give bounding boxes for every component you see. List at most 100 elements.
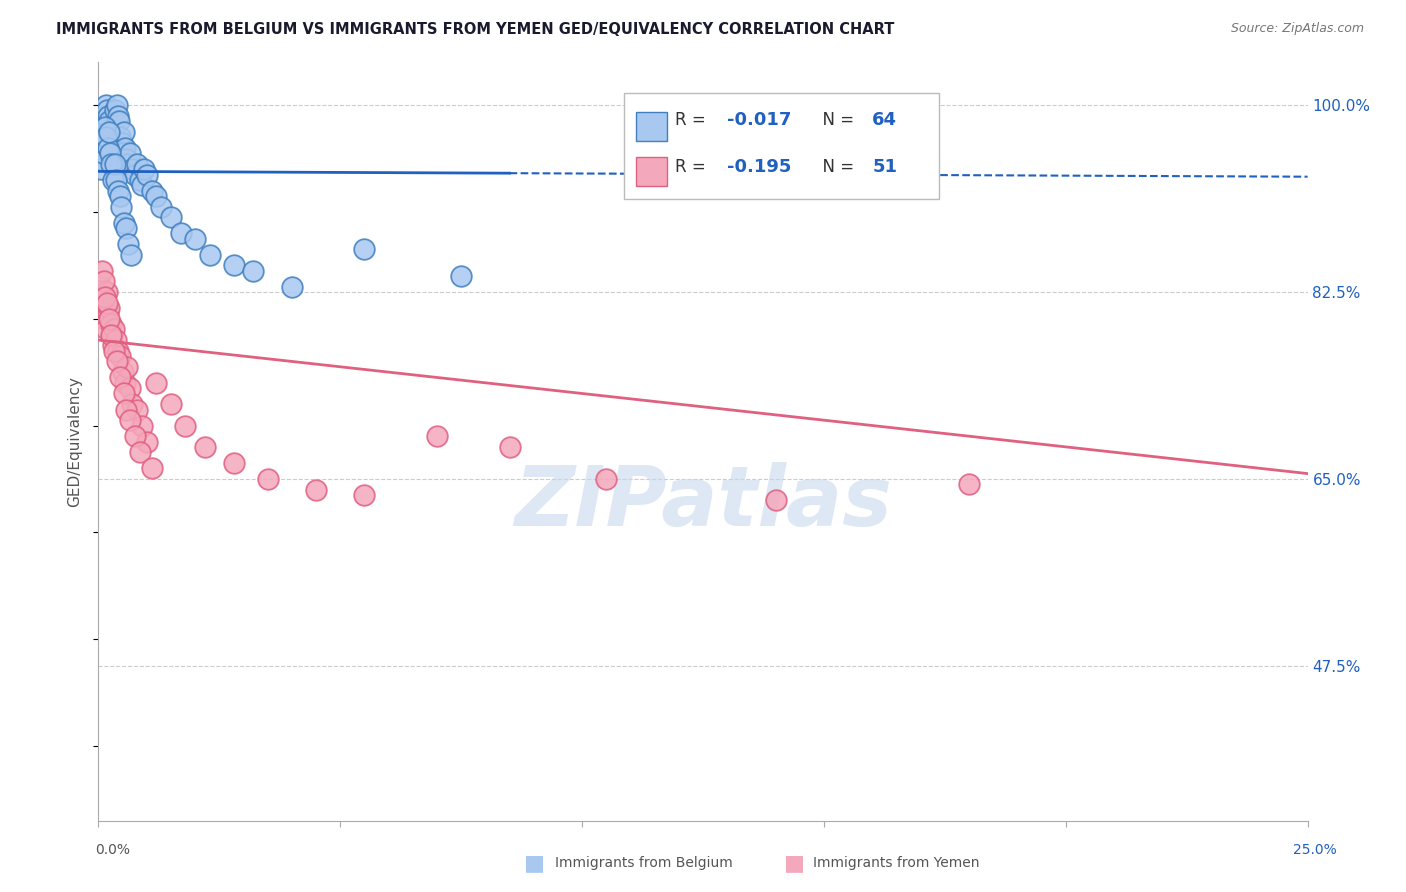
Point [150, 200, 173, 214]
Point [117, 237, 139, 252]
Point [100, 125, 122, 139]
Point [93, 109, 115, 123]
Text: IMMIGRANTS FROM BELGIUM VS IMMIGRANTS FROM YEMEN GED/EQUIVALENCY CORRELATION CHA: IMMIGRANTS FROM BELGIUM VS IMMIGRANTS FR… [56, 22, 894, 37]
Text: Immigrants from Belgium: Immigrants from Belgium [555, 856, 733, 871]
Point [128, 445, 150, 459]
Point [94, 120, 117, 134]
Point [118, 413, 141, 427]
Bar [637, 112, 666, 141]
Point [184, 232, 207, 246]
Point [101, 338, 124, 352]
Point [135, 168, 157, 182]
Bar [637, 157, 666, 186]
Point [124, 168, 146, 182]
Point [90, 279, 112, 293]
Text: N =: N = [811, 112, 859, 129]
Point [98, 146, 121, 161]
Text: R =: R = [675, 112, 711, 129]
Point [97, 109, 120, 123]
Point [94, 322, 117, 336]
Point [104, 157, 127, 171]
Text: Immigrants from Yemen: Immigrants from Yemen [813, 856, 979, 871]
Point [131, 178, 153, 193]
Point [134, 162, 156, 177]
Point [353, 243, 375, 257]
Point [101, 327, 124, 342]
Point [96, 130, 118, 145]
Point [117, 157, 139, 171]
Point [450, 268, 472, 283]
Point [98, 301, 121, 315]
Point [103, 343, 125, 358]
Point [118, 381, 141, 395]
Point [96, 295, 118, 310]
Point [115, 402, 138, 417]
Text: -0.195: -0.195 [727, 158, 792, 176]
Point [174, 418, 197, 433]
Point [90, 152, 112, 166]
Point [93, 311, 115, 326]
Text: 64: 64 [872, 112, 897, 129]
Point [97, 125, 120, 139]
Point [128, 173, 150, 187]
Point [100, 327, 122, 342]
Point [120, 247, 142, 261]
Point [103, 322, 125, 336]
Point [127, 157, 149, 171]
Point [115, 152, 138, 166]
Text: ■: ■ [524, 854, 544, 873]
Point [222, 456, 245, 470]
Text: 0.0%: 0.0% [96, 843, 129, 857]
Point [97, 141, 120, 155]
Text: ■: ■ [785, 854, 804, 873]
Point [105, 333, 128, 347]
Point [160, 211, 183, 225]
Point [107, 109, 129, 123]
Point [198, 247, 221, 261]
Point [957, 477, 980, 491]
Point [118, 146, 141, 161]
Point [110, 200, 132, 214]
Point [256, 472, 278, 486]
Text: ZIPatlas: ZIPatlas [515, 462, 891, 542]
Point [111, 146, 134, 161]
Point [93, 274, 115, 288]
Point [112, 386, 135, 401]
Point [353, 488, 375, 502]
Point [91, 290, 114, 304]
Point [194, 440, 217, 454]
Point [498, 440, 520, 454]
Point [103, 120, 125, 134]
Point [93, 114, 115, 128]
Point [145, 376, 167, 390]
Point [91, 136, 114, 150]
Point [124, 429, 146, 443]
Point [145, 189, 167, 203]
Point [281, 279, 304, 293]
Point [96, 120, 118, 134]
Point [117, 359, 139, 374]
Point [222, 258, 245, 272]
Point [112, 216, 135, 230]
Point [96, 103, 118, 118]
Point [107, 343, 129, 358]
Point [111, 365, 134, 379]
Point [141, 184, 163, 198]
Text: 25.0%: 25.0% [1292, 843, 1337, 857]
Point [107, 184, 129, 198]
Point [112, 125, 135, 139]
Point [108, 189, 131, 203]
Point [114, 141, 136, 155]
Point [105, 98, 128, 112]
Point [101, 130, 124, 145]
Point [100, 157, 122, 171]
Point [105, 173, 128, 187]
Point [121, 162, 143, 177]
Y-axis label: GED/Equivalency: GED/Equivalency [67, 376, 83, 507]
Point [91, 295, 114, 310]
Point [242, 263, 264, 277]
Point [90, 263, 112, 277]
Point [107, 114, 129, 128]
Point [100, 317, 122, 331]
Point [114, 376, 136, 390]
